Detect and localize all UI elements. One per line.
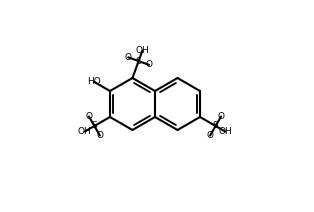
Text: OH: OH bbox=[136, 46, 149, 55]
Text: O: O bbox=[218, 112, 225, 121]
Text: O: O bbox=[207, 131, 214, 140]
Text: O: O bbox=[85, 112, 92, 121]
Text: S: S bbox=[91, 121, 97, 131]
Text: O: O bbox=[145, 60, 153, 69]
Text: S: S bbox=[213, 121, 219, 131]
Text: O: O bbox=[125, 53, 132, 62]
Text: OH: OH bbox=[218, 127, 232, 136]
Text: HO: HO bbox=[88, 78, 101, 86]
Text: O: O bbox=[96, 131, 103, 140]
Text: OH: OH bbox=[78, 127, 92, 136]
Text: S: S bbox=[136, 57, 142, 66]
